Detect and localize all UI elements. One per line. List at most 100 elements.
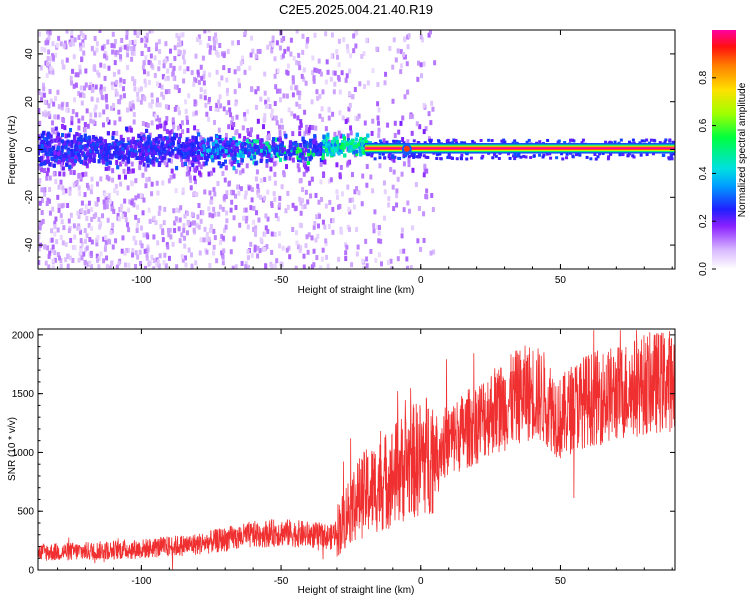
spectrogram-cell — [121, 137, 125, 142]
spectrogram-cell — [260, 146, 264, 151]
spectrogram-cell — [125, 30, 129, 35]
spectrogram-cell — [81, 32, 85, 38]
spectrogram-cell — [102, 109, 106, 115]
spectrogram-cell — [60, 145, 64, 150]
spectrogram-cell — [45, 133, 49, 139]
spectrogram-cell — [275, 137, 279, 142]
spectrogram-cell — [351, 172, 355, 178]
spectrogram-cell — [357, 190, 361, 196]
spectrogram-cell — [115, 264, 119, 269]
spectrogram-cell — [131, 76, 135, 82]
spectrogram-cell — [410, 130, 414, 136]
spectrogram-cell — [308, 157, 312, 162]
spectrogram-cell — [52, 163, 56, 168]
spectrogram-cell — [127, 227, 131, 233]
spectrogram-cell — [355, 251, 359, 257]
spectrogram-cell — [66, 107, 70, 113]
spectrogram-cell — [101, 157, 105, 163]
spectrogram-cell — [223, 159, 227, 164]
spectrogram-cell — [399, 49, 403, 55]
spectrogram-cell — [316, 95, 320, 101]
spectrogram-cell — [240, 159, 244, 165]
spectrogram-cell — [191, 151, 195, 156]
spectrogram-cell — [84, 82, 88, 88]
spectrogram-cell — [59, 257, 63, 263]
spectrogram-cell — [293, 147, 297, 152]
spectrogram-cell — [41, 218, 45, 224]
spectrogram-cell — [73, 37, 77, 43]
spectrogram-cell — [69, 41, 73, 47]
spectrogram-cell — [186, 128, 190, 134]
spectrogram-cell — [118, 116, 122, 122]
spectrogram-cell — [395, 193, 399, 199]
spectrogram-cell — [164, 41, 168, 47]
spectrogram-cell — [349, 148, 353, 153]
spectrogram-cell — [43, 147, 47, 152]
spectrogram-cell — [144, 166, 148, 172]
spectrogram-cell — [127, 140, 131, 145]
spectrogram-cell — [108, 145, 112, 150]
spectrogram-cell — [225, 77, 229, 83]
spectrogram-cell — [169, 234, 173, 240]
spectrogram-cell — [276, 153, 280, 158]
spectrogram-cell — [178, 149, 182, 154]
spectrogram-cell — [65, 102, 69, 108]
spectrogram-cell — [77, 137, 81, 142]
spectrogram-cell — [167, 148, 171, 153]
spectrogram-cell — [257, 217, 261, 223]
spectrogram-cell — [193, 175, 197, 181]
spectrogram-cell — [88, 260, 92, 266]
spectrogram-cell — [312, 144, 316, 149]
spectrogram-cell — [337, 130, 341, 136]
spectrogram-cell — [216, 155, 220, 160]
spectrogram-cell — [44, 151, 48, 156]
spectrogram-cell — [253, 244, 257, 250]
spectrogram-cell — [243, 142, 247, 147]
spectrogram-cell — [326, 135, 330, 140]
spectrogram-cell — [272, 191, 276, 197]
spectrogram-cell — [152, 138, 156, 143]
spectrogram-cell — [90, 157, 94, 162]
spectrogram-cell — [382, 138, 386, 144]
spectrogram-cell — [53, 144, 57, 150]
spectrogram-cell — [116, 190, 120, 196]
spectrogram-cell — [171, 117, 175, 123]
spectrogram-cell — [92, 64, 96, 70]
spectrogram-cell — [249, 131, 253, 137]
spectrogram-cell — [299, 122, 303, 128]
spectrogram-cell — [355, 30, 359, 36]
spectrogram-cell — [87, 200, 91, 206]
spectrogram-cell — [45, 147, 49, 152]
spectrogram-cell — [90, 149, 94, 154]
spectrogram-cell — [139, 240, 143, 246]
spectrogram-cell — [261, 143, 265, 148]
spectrogram-cell — [247, 185, 251, 191]
spectrogram-cell — [188, 175, 192, 181]
spectrogram-cell — [197, 72, 201, 78]
spectrogram-cell — [122, 86, 126, 92]
spectrogram-cell — [314, 192, 318, 198]
spectrogram-cell — [159, 224, 163, 230]
spectrogram-cell — [337, 151, 341, 156]
spectrogram-cell — [280, 54, 284, 60]
spectrogram-cell — [313, 136, 317, 142]
spectrogram-cell — [80, 208, 84, 214]
spectrogram-cell — [94, 201, 98, 207]
spectrogram-cell — [304, 143, 308, 148]
spectrogram-cell — [143, 78, 147, 84]
spectrogram-cell — [56, 159, 60, 165]
spectrogram-cell — [50, 127, 54, 133]
spectrogram-cell — [192, 227, 196, 233]
spectrogram-cell — [210, 149, 214, 154]
spectrogram-cell — [77, 118, 81, 124]
spectrogram-cell — [358, 148, 362, 153]
spectrogram-cell — [119, 150, 123, 155]
spectrogram-cell — [213, 145, 217, 150]
spectrogram-cell — [38, 157, 42, 162]
spectrogram-cell — [89, 189, 93, 195]
spectrogram-cell — [425, 194, 429, 200]
spectrogram-cell — [81, 172, 85, 178]
spectrogram-cell — [364, 238, 368, 244]
spectrogram-cell — [244, 30, 248, 36]
